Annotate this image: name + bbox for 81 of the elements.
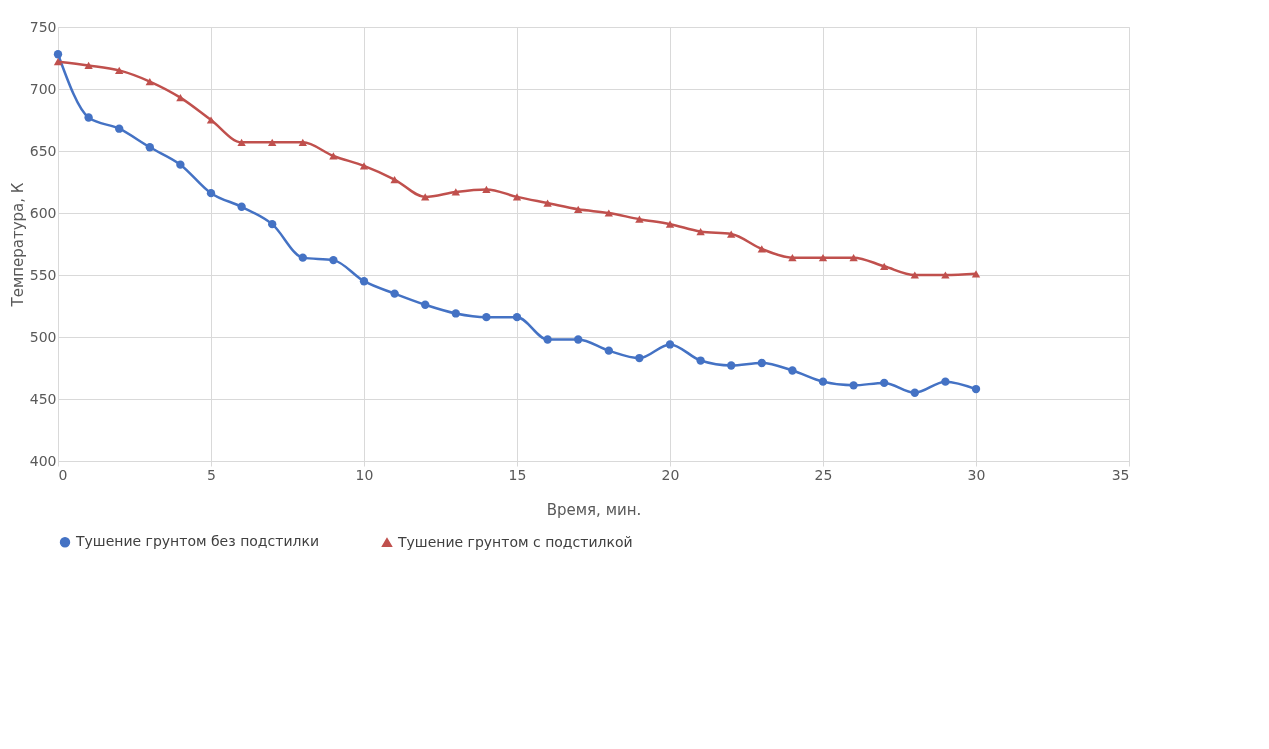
point: [910, 271, 919, 279]
y-tick-label: 750: [29, 18, 57, 35]
point: [880, 262, 889, 270]
point: [482, 312, 491, 322]
y-tick-label: 450: [29, 390, 57, 407]
point: [635, 353, 644, 363]
point: [421, 300, 430, 309]
y-tick-label: 400: [29, 452, 57, 469]
point: [941, 377, 950, 386]
point: [574, 205, 583, 213]
point: [849, 381, 858, 390]
legend-label: Тушение грунтом без подстилки: [75, 533, 319, 550]
x-tick-label: 0: [58, 466, 68, 483]
point: [757, 358, 766, 368]
point: [298, 253, 307, 262]
point: [237, 138, 246, 146]
point: [145, 77, 154, 86]
x-tick-label: 20: [661, 466, 680, 483]
point: [268, 219, 277, 229]
point: [604, 209, 613, 217]
point: [757, 245, 766, 253]
point: [543, 335, 552, 344]
y-axis-title: Температура, К: [8, 182, 27, 308]
point: [421, 193, 430, 201]
point: [176, 94, 185, 102]
point: [604, 346, 613, 355]
point: [451, 309, 460, 318]
point: [115, 66, 124, 75]
point: [818, 377, 828, 386]
point: [543, 199, 552, 207]
point: [482, 185, 491, 194]
point: [115, 124, 124, 133]
point: [665, 340, 675, 349]
point: [84, 61, 93, 70]
point: [53, 58, 63, 66]
point: [145, 143, 154, 152]
y-tick-label: 650: [29, 142, 57, 159]
x-tick-label: 10: [355, 466, 374, 483]
y-tick-label: 700: [29, 80, 57, 97]
y-tick-label: 500: [29, 328, 57, 345]
point: [574, 335, 583, 344]
point: [665, 220, 675, 228]
x-tick-label: 5: [207, 466, 216, 483]
point: [176, 160, 185, 169]
point: [635, 215, 644, 223]
y-tick-label: 550: [29, 266, 57, 283]
point: [849, 254, 858, 262]
point: [268, 138, 277, 146]
point: [788, 254, 797, 262]
point: [696, 227, 705, 236]
point: [359, 277, 369, 286]
point: [329, 152, 338, 160]
point: [359, 162, 369, 170]
point: [390, 289, 399, 298]
point: [727, 230, 736, 238]
point: [53, 50, 63, 59]
point: [451, 188, 460, 196]
x-tick-label: 25: [814, 466, 833, 483]
x-tick-label: 30: [967, 466, 986, 483]
point: [298, 138, 307, 146]
point: [206, 188, 216, 198]
point: [941, 271, 950, 279]
point: [84, 113, 93, 122]
point: [727, 361, 736, 370]
point: [512, 312, 522, 322]
y-tick-label: 600: [29, 204, 57, 221]
point: [788, 366, 797, 375]
point: [910, 388, 919, 397]
point: [696, 356, 705, 365]
x-tick-label: 35: [1111, 466, 1130, 483]
x-tick-label: 15: [508, 466, 527, 483]
point: [971, 270, 981, 278]
x-axis-title: Время, мин.: [546, 500, 642, 519]
point: [329, 255, 338, 265]
point: [971, 384, 981, 394]
point: [512, 193, 522, 201]
point: [818, 254, 828, 262]
point: [390, 175, 399, 184]
point: [237, 202, 246, 211]
legend-label: Тушение грунтом с подстилкой: [397, 533, 633, 550]
point: [880, 378, 889, 388]
